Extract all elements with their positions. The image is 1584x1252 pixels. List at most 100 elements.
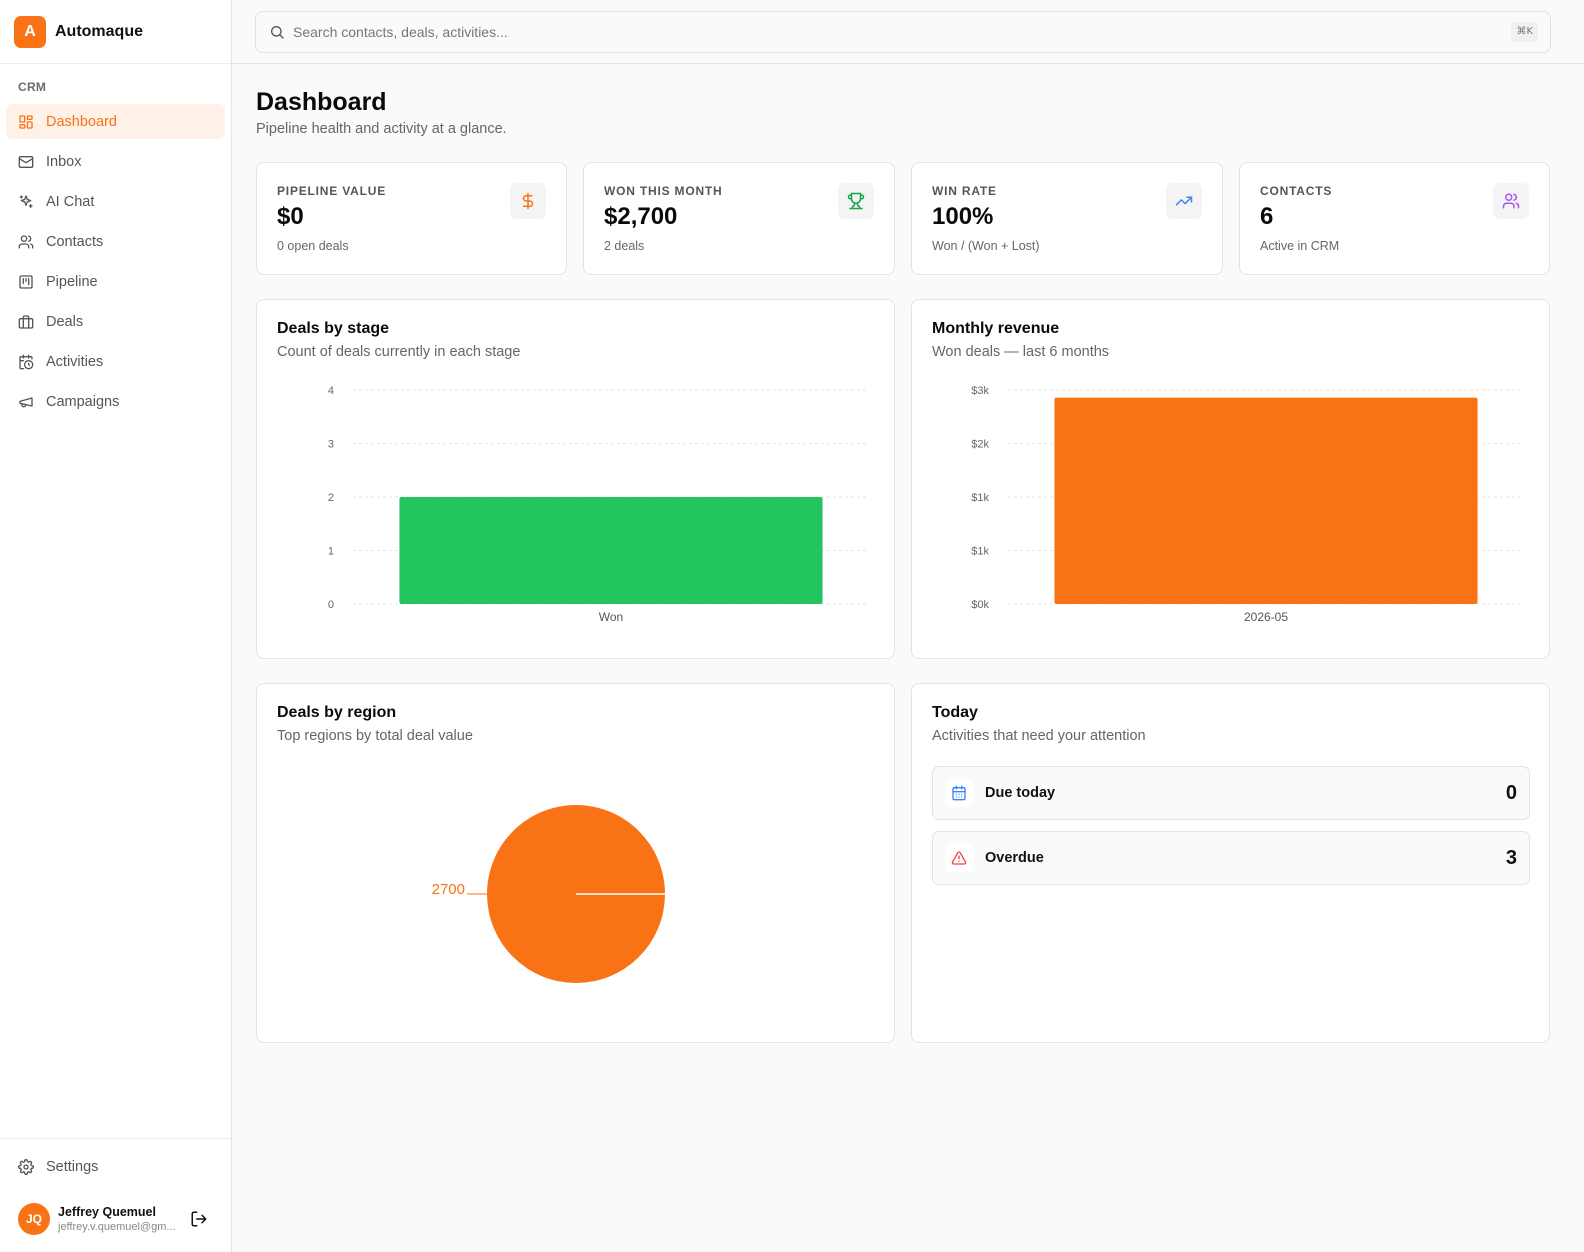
stat-icon-box — [1166, 183, 1202, 219]
nav-group-label: CRM — [18, 80, 47, 94]
sparkles-icon — [19, 194, 33, 208]
user-email: jeffrey.v.quemuel@gm... — [58, 1221, 176, 1233]
today-icon-box — [945, 779, 973, 807]
alert-triangle-icon — [951, 851, 967, 865]
stat-card-won-this-month: WON THIS MONTH $2,700 2 deals — [583, 162, 895, 275]
trophy-icon — [847, 192, 865, 210]
card-subtitle: Activities that need your attention — [932, 728, 1146, 744]
y-tick-label: $1k — [971, 492, 989, 504]
brand-name: Automaque — [55, 22, 143, 40]
today-row-count: 0 — [1505, 781, 1517, 804]
card-subtitle: Won deals — last 6 months — [932, 344, 1110, 360]
stat-label: WIN RATE — [932, 184, 997, 198]
avatar: JQ — [18, 1203, 50, 1235]
today-row-label: Overdue — [985, 850, 1044, 866]
y-tick-label: 2 — [328, 492, 334, 504]
today-row-due-today[interactable]: Due today 0 — [932, 766, 1530, 820]
trending-up-icon — [1175, 196, 1193, 206]
briefcase-icon — [18, 314, 34, 329]
slice-label: 2700 — [432, 881, 465, 898]
sidebar-item-dashboard[interactable]: Dashboard — [6, 104, 225, 139]
user-info: Jeffrey Quemuel jeffrey.v.quemuel@gm... — [58, 1205, 182, 1233]
sidebar-item-campaigns[interactable]: Campaigns — [6, 384, 225, 419]
deals-by-stage-card: Deals by stage Count of deals currently … — [256, 299, 895, 659]
nav-section: CRM Dashboard Inbox AI Chat Contacts Pip… — [0, 64, 231, 419]
stat-label: WON THIS MONTH — [604, 184, 723, 198]
calendar-clock-icon — [19, 354, 34, 369]
stat-sub: Won / (Won + Lost) — [932, 239, 1040, 253]
card-title: Monthly revenue — [932, 320, 1060, 337]
y-tick-label: $1k — [971, 546, 989, 558]
user-profile[interactable]: JQ Jeffrey Quemuel jeffrey.v.quemuel@gm.… — [6, 1189, 225, 1235]
stat-card-pipeline-value: PIPELINE VALUE $0 0 open deals — [256, 162, 567, 275]
sidebar-item-deals[interactable]: Deals — [6, 304, 225, 339]
card-subtitle: Top regions by total deal value — [277, 728, 473, 744]
sidebar-item-label: Deals — [46, 313, 84, 330]
stat-icon-box — [510, 183, 546, 219]
today-row-overdue[interactable]: Overdue 3 — [932, 831, 1530, 885]
sidebar-item-label: Dashboard — [46, 113, 117, 130]
user-name: Jeffrey Quemuel — [58, 1205, 156, 1219]
brand[interactable]: A Automaque — [0, 0, 231, 64]
sidebar-item-contacts[interactable]: Contacts — [6, 224, 225, 259]
stat-sub: Active in CRM — [1260, 239, 1340, 253]
stat-card-contacts: CONTACTS 6 Active in CRM — [1239, 162, 1550, 275]
stat-icon-box — [1493, 183, 1529, 219]
deals-by-region-chart: 2700 — [432, 805, 665, 983]
sidebar-item-ai-chat[interactable]: AI Chat — [6, 184, 225, 219]
dollar-icon — [522, 192, 534, 210]
sidebar-footer: Settings JQ Jeffrey Quemuel jeffrey.v.qu… — [0, 1138, 231, 1235]
today-row-label: Due today — [985, 785, 1056, 801]
sidebar: A Automaque CRM Dashboard Inbox AI Chat … — [0, 0, 232, 1252]
sidebar-item-label: Inbox — [46, 153, 82, 170]
monthly-revenue-card: Monthly revenue Won deals — last 6 month… — [911, 299, 1550, 659]
topbar: ⌘K — [232, 0, 1584, 64]
sidebar-item-label: Settings — [46, 1158, 99, 1175]
stat-sub: 0 open deals — [277, 239, 349, 253]
users-icon — [18, 234, 34, 249]
page-subtitle: Pipeline health and activity at a glance… — [256, 121, 507, 137]
stat-card-win-rate: WIN RATE 100% Won / (Won + Lost) — [911, 162, 1223, 275]
deals-by-region-card: Deals by region Top regions by total dea… — [256, 683, 895, 1043]
bar[interactable] — [399, 497, 823, 604]
mail-icon — [18, 155, 34, 168]
y-tick-label: $0k — [971, 599, 989, 611]
search-bar[interactable]: ⌘K — [255, 11, 1551, 53]
sidebar-item-inbox[interactable]: Inbox — [6, 144, 225, 179]
megaphone-icon — [19, 396, 33, 407]
x-tick-label: 2026-05 — [1244, 610, 1288, 624]
today-row-count: 3 — [1505, 846, 1517, 869]
sidebar-item-label: Contacts — [46, 233, 104, 250]
kanban-icon — [19, 274, 33, 289]
sidebar-item-label: Campaigns — [46, 393, 120, 410]
sidebar-item-label: Activities — [46, 353, 104, 370]
y-tick-label: 4 — [328, 385, 334, 397]
deals-by-stage-chart: 0 1 2 3 4 Won — [328, 385, 869, 624]
search-icon — [271, 26, 284, 39]
sidebar-item-settings[interactable]: Settings — [6, 1149, 225, 1184]
sidebar-item-pipeline[interactable]: Pipeline — [6, 264, 225, 299]
page-title: Dashboard — [256, 88, 387, 116]
logout-icon[interactable] — [190, 1210, 208, 1228]
sidebar-item-label: AI Chat — [46, 193, 95, 210]
stat-sub: 2 deals — [604, 239, 645, 253]
stat-label: PIPELINE VALUE — [277, 184, 386, 198]
stat-value: $2,700 — [604, 203, 678, 230]
y-tick-label: $3k — [971, 385, 989, 397]
card-subtitle: Count of deals currently in each stage — [277, 344, 521, 360]
dashboard-icon — [19, 114, 33, 129]
stat-value: $0 — [277, 203, 304, 230]
calendar-icon — [952, 785, 966, 801]
brand-logo: A — [14, 15, 46, 48]
shortcut-hint: ⌘K — [1511, 22, 1538, 42]
bar[interactable] — [1054, 397, 1478, 604]
card-title: Today — [932, 704, 978, 721]
monthly-revenue-chart: $0k $1k $1k $2k $3k 2026-05 — [971, 385, 1524, 624]
x-tick-label: Won — [599, 610, 623, 624]
search-input[interactable] — [293, 24, 1473, 40]
sidebar-item-activities[interactable]: Activities — [6, 344, 225, 379]
stat-value: 6 — [1260, 203, 1274, 230]
stat-label: CONTACTS — [1260, 184, 1333, 198]
y-tick-label: 1 — [328, 546, 334, 558]
y-tick-label: 3 — [328, 439, 334, 451]
